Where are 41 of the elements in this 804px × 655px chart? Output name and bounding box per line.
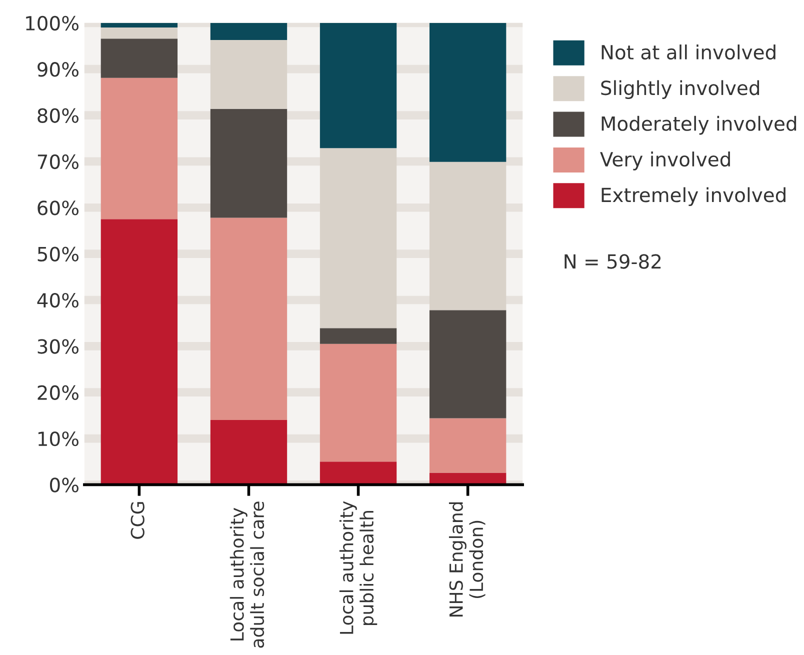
y-tick-label: 70% [38, 154, 78, 170]
bar [320, 462, 397, 485]
bar [210, 218, 288, 420]
legend-label: Very involved [600, 152, 730, 170]
y-tick-label: 90% [38, 62, 78, 77]
y-tick-label: 30% [38, 339, 78, 354]
y-tick-label: 10% [38, 431, 78, 446]
bar [429, 162, 506, 310]
bar [210, 22, 288, 40]
bar [320, 344, 397, 462]
bar [100, 38, 178, 78]
bar [210, 40, 288, 109]
bar [100, 22, 178, 28]
bar [100, 219, 178, 485]
x-tick-label: CCG [130, 502, 144, 539]
bar [320, 328, 397, 344]
legend-label: Not at all involved [602, 44, 776, 60]
y-tick-label: 50% [38, 246, 78, 262]
bar [320, 148, 397, 328]
y-tick-label: 100% [26, 16, 78, 31]
bar [429, 22, 506, 162]
bar [429, 418, 506, 473]
x-tick-label: Local authority adult social care [230, 502, 264, 648]
bar [210, 108, 288, 218]
legend-label: Moderately involved [602, 116, 796, 135]
bar [210, 420, 288, 485]
text: N = 59-82 [564, 254, 661, 269]
y-tick-label: 40% [37, 292, 78, 308]
bar [320, 22, 397, 148]
y-tick-label: 80% [38, 108, 78, 123]
y-tick-label: 20% [38, 385, 78, 400]
legend-label: Slightly involved [601, 80, 760, 100]
legend-label: Extremely involved [602, 187, 786, 206]
x-tick-label: NHS England (London) [448, 502, 486, 616]
y-tick-label: 60% [38, 200, 78, 216]
bar [429, 310, 506, 418]
bar [100, 28, 178, 39]
bar [429, 472, 506, 485]
x-tick-label: Local authority public health [339, 501, 378, 634]
y-tick-label: 0% [50, 478, 78, 492]
bar [100, 78, 178, 220]
